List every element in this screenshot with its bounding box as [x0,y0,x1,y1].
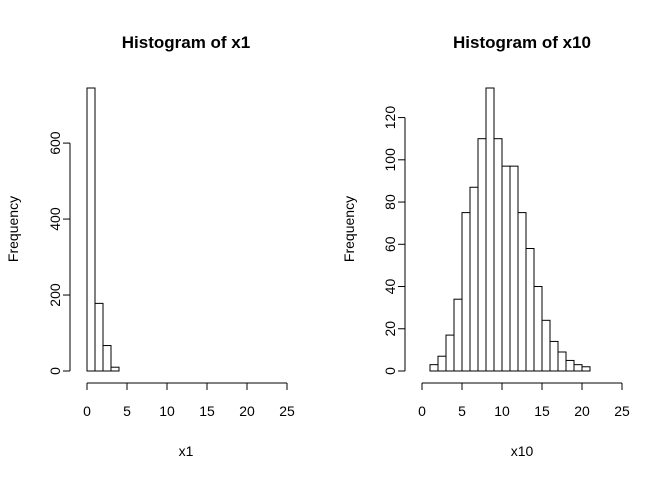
histogram-bar [437,355,447,372]
x-tick-label: 25 [279,403,295,419]
y-tick-label: 80 [382,194,398,210]
histogram-bar [453,298,463,372]
histogram-bar [525,248,535,372]
histogram-bar [485,87,495,372]
x-tick-label: 0 [418,403,426,419]
histogram-bar [461,212,471,372]
histogram-panel-x1: Histogram of x1 x1 Frequency 0 5 10 15 20 25 0… [5,33,295,459]
y-tick-label: 600 [47,131,63,155]
y-tick-label: 120 [382,106,398,130]
histogram-bar [501,165,511,372]
histogram-bar [493,138,503,372]
histogram-bar [517,212,527,372]
histogram-bar [94,302,104,372]
histogram-bar [557,351,567,372]
x-tick-label: 10 [494,403,510,419]
histogram-bar [477,138,487,372]
y-axis-label: Frequency [341,196,357,262]
y-tick-label: 400 [47,207,63,231]
x-tick-label: 20 [239,403,255,419]
x-tick-label: 15 [534,403,550,419]
histogram-bar [429,364,439,372]
x-tick-label: 20 [574,403,590,419]
y-tick-label: 40 [382,279,398,295]
histogram-bar [581,366,591,372]
x-tick-label: 0 [83,403,91,419]
histogram-bar [509,165,519,372]
histogram-bar [541,319,551,372]
histogram-bar [573,364,583,372]
y-tick-label: 20 [382,321,398,337]
x-axis-label: x10 [511,443,534,459]
y-tick-label: 200 [47,283,63,307]
histogram-bar [445,334,455,372]
y-tick-label: 60 [382,236,398,252]
x-tick-label: 5 [123,403,131,419]
x-axis-label: x1 [179,443,194,459]
x-tick-label: 15 [199,403,215,419]
x-tick-label: 10 [159,403,175,419]
y-axis-label: Frequency [5,196,21,262]
histogram-bar [86,87,96,372]
histogram-bar [565,359,575,372]
chart-title: Histogram of x1 [122,33,250,52]
x-tick-label: 5 [458,403,466,419]
y-tick-label: 100 [382,148,398,172]
histogram-panel-x10: Histogram of x10 x10 Frequency 0 5 10 15 20 2… [341,33,630,459]
histogram-bar [102,345,112,372]
histogram-bar [469,186,479,372]
y-tick-label: 0 [47,367,63,375]
histogram-bar [533,286,543,372]
x-tick-label: 25 [614,403,630,419]
chart-title: Histogram of x10 [453,33,591,52]
histogram-bar [549,340,559,372]
histogram-bar [110,366,120,372]
y-tick-label: 0 [382,367,398,375]
